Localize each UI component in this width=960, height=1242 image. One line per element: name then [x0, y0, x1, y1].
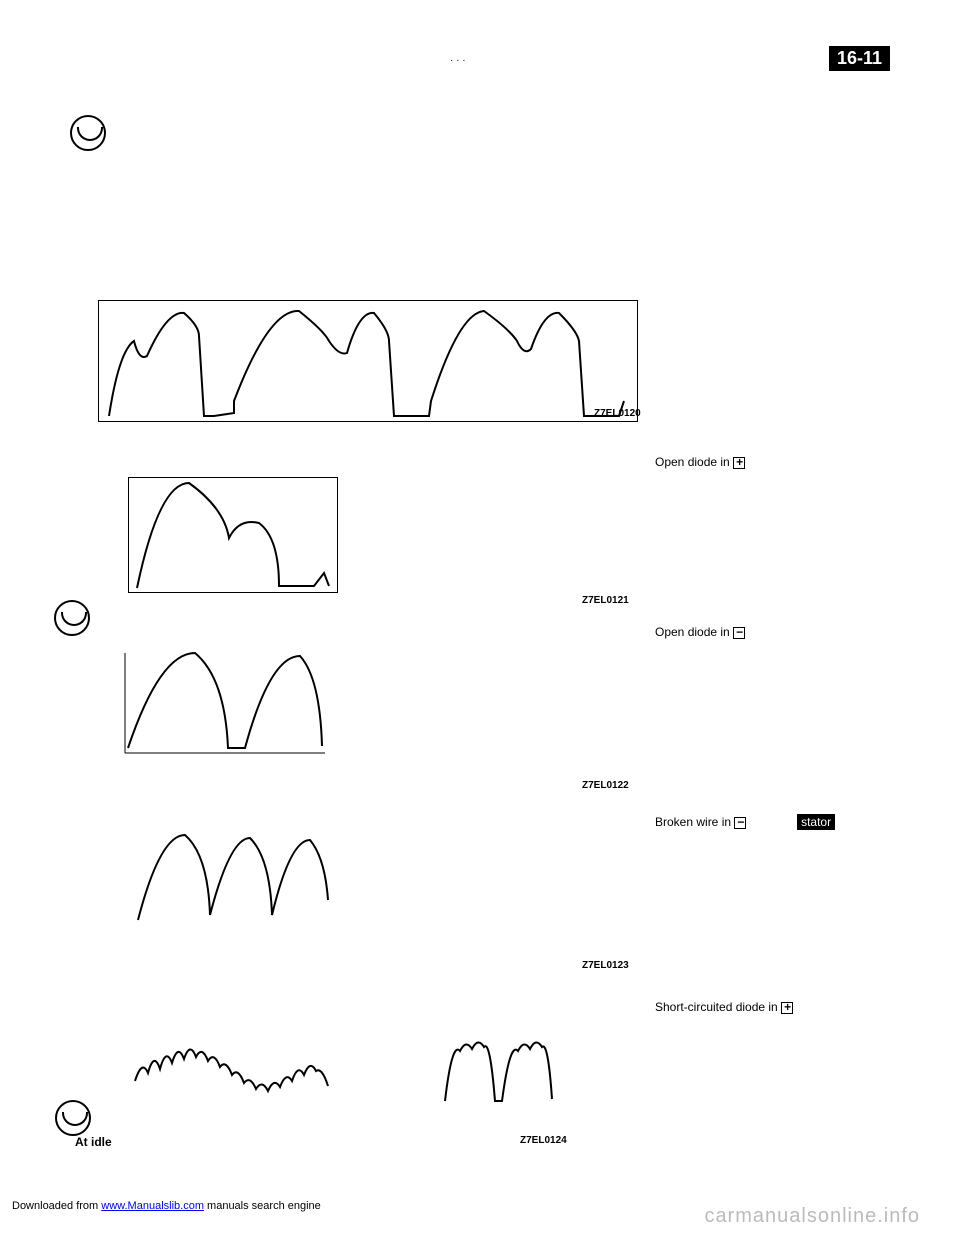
diode-plus-icon — [733, 457, 745, 469]
waveform-example4-left — [130, 1031, 330, 1113]
binder-hole-icon — [70, 115, 106, 151]
figure-code: Z7EL0124 — [520, 1135, 567, 1146]
stator-label: stator — [797, 814, 835, 830]
figure-code: Z7EL0123 — [582, 960, 629, 971]
waveform-example3 — [130, 830, 330, 930]
example4-label: Short-circuited diode in — [655, 1000, 797, 1014]
example4-caption: At idle — [75, 1135, 112, 1149]
waveform-example1 — [128, 477, 338, 593]
watermark: carmanualsonline.info — [704, 1205, 920, 1228]
binder-hole-icon — [54, 600, 90, 636]
waveform-example2 — [120, 648, 330, 758]
header-dots: · · · — [450, 55, 466, 66]
footer-link[interactable]: www.Manualslib.com — [101, 1200, 204, 1212]
diode-minus-icon — [734, 817, 746, 829]
figure-code: Z7EL0122 — [582, 780, 629, 791]
example3-label: Broken wire in stator — [655, 815, 835, 829]
diode-plus-icon — [781, 1002, 793, 1014]
diode-minus-icon — [733, 627, 745, 639]
binder-hole-icon — [55, 1100, 91, 1136]
waveform-main — [98, 300, 638, 422]
figure-code: Z7EL0120 — [594, 408, 641, 419]
example1-label: Open diode in — [655, 455, 749, 469]
example2-label: Open diode in — [655, 625, 749, 639]
waveform-example4-right — [440, 1031, 560, 1113]
figure-code: Z7EL0121 — [582, 595, 629, 606]
page-number: 16-11 — [829, 46, 890, 71]
footer: Downloaded from www.Manualslib.com manua… — [12, 1200, 321, 1212]
